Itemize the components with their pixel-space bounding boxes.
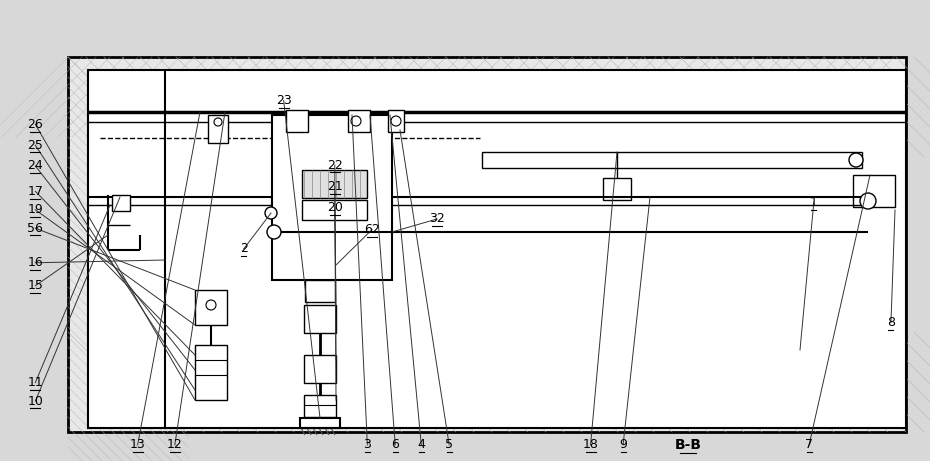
Bar <box>286 110 308 132</box>
Bar <box>603 178 631 200</box>
Bar <box>112 195 130 211</box>
Text: 1: 1 <box>810 196 817 209</box>
Circle shape <box>265 207 277 219</box>
Text: 12: 12 <box>167 438 182 451</box>
Text: 22: 22 <box>327 159 342 171</box>
Circle shape <box>849 153 863 167</box>
Text: 10: 10 <box>27 395 44 408</box>
Bar <box>304 355 336 383</box>
Text: 15: 15 <box>27 279 44 292</box>
Circle shape <box>391 116 401 126</box>
Circle shape <box>351 116 361 126</box>
Bar <box>388 110 404 132</box>
Text: B-B: B-B <box>674 438 702 452</box>
Text: 17: 17 <box>27 185 44 198</box>
Text: 25: 25 <box>27 139 44 152</box>
Text: 5: 5 <box>445 438 453 451</box>
Bar <box>195 290 227 325</box>
Text: 62: 62 <box>365 223 379 236</box>
Text: 8: 8 <box>887 316 895 329</box>
Text: 7: 7 <box>805 438 813 451</box>
Circle shape <box>860 193 876 209</box>
Text: 3: 3 <box>364 438 371 451</box>
Text: 4: 4 <box>418 438 425 451</box>
Circle shape <box>267 225 281 239</box>
Text: 18: 18 <box>582 438 599 451</box>
Bar <box>68 57 906 432</box>
Bar <box>302 170 367 198</box>
Bar <box>482 152 862 168</box>
Text: 26: 26 <box>28 118 43 131</box>
Text: 9: 9 <box>619 438 627 451</box>
Bar <box>304 305 336 333</box>
Bar <box>348 110 370 132</box>
Text: 23: 23 <box>276 94 291 107</box>
Text: 20: 20 <box>326 201 343 214</box>
Bar <box>300 418 340 428</box>
Circle shape <box>214 118 222 126</box>
Bar <box>88 70 906 428</box>
Text: 11: 11 <box>28 376 43 389</box>
Text: 19: 19 <box>28 203 43 216</box>
Bar <box>195 345 227 400</box>
Bar <box>208 115 228 143</box>
Text: 32: 32 <box>430 213 445 225</box>
Text: 6: 6 <box>392 438 399 451</box>
Text: 24: 24 <box>28 160 43 172</box>
Text: 2: 2 <box>240 242 247 255</box>
Bar <box>302 200 367 220</box>
Bar <box>304 395 336 417</box>
Bar <box>305 280 335 302</box>
Text: 16: 16 <box>28 256 43 269</box>
Text: 56: 56 <box>27 222 44 235</box>
Bar <box>853 175 895 207</box>
Text: 21: 21 <box>327 180 342 193</box>
Bar <box>272 115 392 280</box>
Text: 13: 13 <box>130 438 145 451</box>
Circle shape <box>206 300 216 310</box>
